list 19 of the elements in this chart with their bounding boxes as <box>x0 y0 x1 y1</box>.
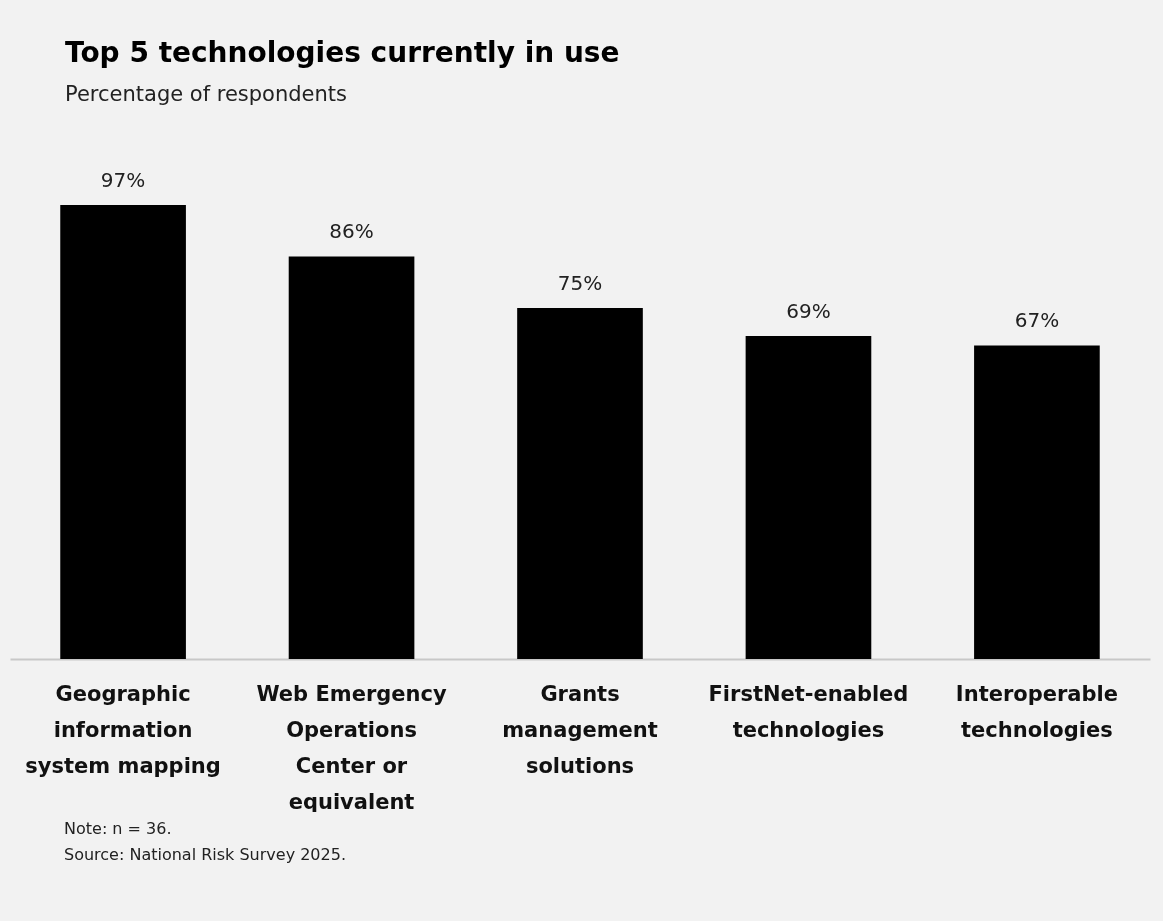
data-label: 67% <box>1014 308 1060 333</box>
bar <box>288 256 415 659</box>
x-tick-label: Web Emergency Operations Center or equivalent <box>256 681 447 814</box>
bar <box>974 345 1100 659</box>
chart-subtitle: Percentage of respondents <box>65 82 347 106</box>
bar <box>517 307 643 659</box>
data-label: 86% <box>329 219 374 244</box>
data-label: 75% <box>557 270 603 295</box>
bar <box>60 205 186 659</box>
x-tick-label: FirstNet-enabled technologies <box>708 681 909 742</box>
text: Note: n = 36. <box>64 818 173 840</box>
x-tick-label: Interoperable technologies <box>955 681 1118 742</box>
data-label: 69% <box>786 299 831 324</box>
data-label: 97% <box>100 168 146 192</box>
bar <box>745 336 872 659</box>
x-tick-label: Grants management solutions <box>502 681 658 778</box>
x-tick-label: Geographic information system mapping <box>25 681 221 778</box>
source-note: Source: National Risk Survey 2025. <box>64 844 347 866</box>
chart-title: Top 5 technologies currently in use <box>65 36 620 69</box>
